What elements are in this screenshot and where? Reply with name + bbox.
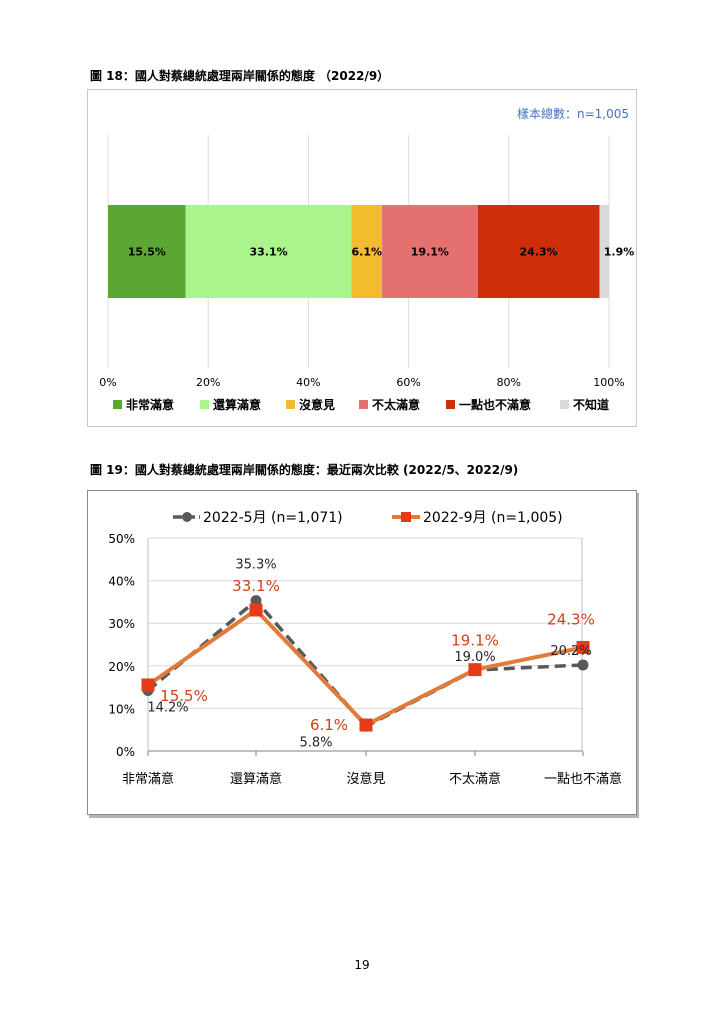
legend-sep-label: 2022-9月 (n=1,005) [423,510,563,526]
series-may-point [250,595,262,607]
series-may-data-label: 5.8% [299,735,332,750]
x-tick-label: 40% [296,376,320,389]
bar-segment [382,205,478,298]
y-tick-label: 30% [108,617,135,631]
x-tick-label: 100% [593,376,624,389]
sample-size-note: 樣本總數：n=1,005 [517,106,629,121]
x-tick-label: 0% [99,376,116,389]
legend-label: 非常滿意 [126,397,174,412]
page-number: 19 [354,958,370,972]
data-label: 19.1% [411,246,449,259]
legend-label: 一點也不滿意 [459,397,531,412]
data-label: 33.1% [249,246,287,259]
series-sep-line [146,607,584,728]
legend-may-label: 2022-5月 (n=1,071) [203,510,343,526]
series-sep-data-label: 19.1% [451,632,499,650]
figure-19-caption: 圖 19：國人對蔡總統處理兩岸關係的態度：最近兩次比較 (2022/5、2022… [90,463,519,477]
legend-label: 不知道 [573,397,609,412]
figure-19-frame [87,490,637,815]
x-tick-label: 一點也不滿意 [544,771,622,787]
bar-segment [599,205,609,298]
series-may-data-label: 14.2% [147,701,188,716]
x-tick-label: 還算滿意 [230,771,282,787]
y-tick-label: 20% [108,660,135,674]
y-tick-label: 10% [108,702,135,716]
series-sep-point [249,603,263,617]
series-may-data-label: 20.2% [550,644,591,659]
data-label: 24.3% [520,246,558,259]
bar-segment [185,205,352,298]
data-label: 1.9% [604,246,635,259]
legend-may-marker [182,512,192,522]
series-sep-data-label: 24.3% [547,610,595,628]
series-sep-point [468,663,482,677]
series-sep-data-label: 15.5% [160,687,208,705]
legend-swatch [359,400,368,409]
x-tick-label: 非常滿意 [122,771,174,787]
series-may-data-label: 19.0% [454,650,495,665]
series-sep-point [359,718,373,732]
legend-swatch [560,400,569,409]
x-tick-label: 沒意見 [346,771,385,787]
series-sep-data-label: 6.1% [310,716,348,734]
data-label: 15.5% [128,246,166,259]
series-may-point [577,659,589,671]
x-tick-label: 不太滿意 [449,771,501,787]
legend-swatch [286,400,295,409]
x-tick-label: 60% [396,376,420,389]
legend-swatch [446,400,455,409]
series-sep-point [141,678,155,692]
legend-swatch [113,400,122,409]
legend-swatch [200,400,209,409]
legend-sep-marker [401,512,411,522]
legend-label: 不太滿意 [372,397,420,412]
legend-label: 還算滿意 [213,397,261,412]
figure-18-frame [87,89,637,427]
figure-18-caption: 圖 18：國人對蔡總統處理兩岸關係的態度 （2022/9） [90,69,390,83]
y-tick-label: 40% [108,575,135,589]
series-sep-point [576,640,590,654]
x-tick-label: 20% [196,376,220,389]
series-sep-data-label: 33.1% [232,577,280,595]
bar-segment [108,205,186,298]
series-may-data-label: 35.3% [235,558,276,573]
legend-label: 沒意見 [299,397,335,412]
series-may-line [146,598,584,729]
bar-segment [351,205,383,298]
bar-segment [477,205,600,298]
y-tick-label: 50% [108,532,135,546]
line-chart: 0% 10% 20% 30% 40% 50% 非常滿意 還算滿意 沒意見 不太滿意 一點也不滿意 14… [108,510,622,787]
x-tick-label: 80% [497,376,521,389]
stacked-bar-chart: 樣本總數：n=1,005 0% 20% 40% 60% 80% 100% 15.5% 33.1%… [99,106,635,412]
y-tick-label: 0% [116,745,135,759]
data-label: 6.1% [352,246,383,259]
